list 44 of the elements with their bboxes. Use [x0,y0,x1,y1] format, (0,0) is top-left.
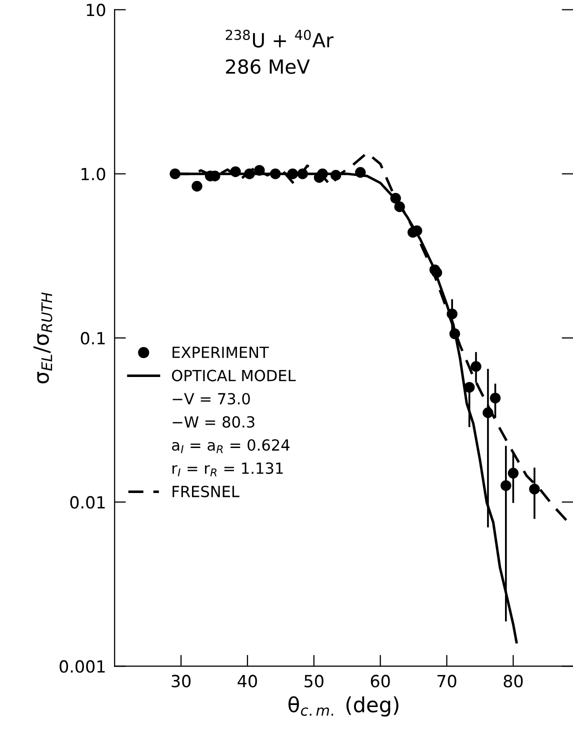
point [297,168,308,180]
x-tick-label: 80 [504,674,523,688]
legend-label: EXPERIMENT [172,346,269,358]
x-tick-label: 40 [238,674,257,688]
point [490,392,501,404]
legend-label: FRESNEL [172,486,240,498]
point [500,480,512,491]
legend-label: OPTICAL MODEL [172,370,296,382]
y-tick-label: 0.001 [60,660,105,673]
point [446,308,458,320]
y-tick-label: 0.1 [80,332,105,345]
annotation: a$_{I}$ = a$_{R}$ = 0.624 [172,439,290,454]
point [192,180,202,192]
x-tick-label: 50 [304,674,324,688]
point [270,168,281,180]
x-tick-label: 70 [438,674,456,688]
point [431,267,442,278]
point [317,168,328,180]
point [230,166,241,178]
point [394,201,405,212]
x-axis-title: θ$_{c.m.}$ (deg) [288,696,398,717]
point [170,168,180,180]
y-tick-label: 1.0 [82,168,106,180]
point [508,468,519,479]
point [244,168,255,180]
point [330,170,342,181]
point [390,192,401,204]
point [355,167,366,178]
y-axis-title: σ$_{EL}$/σ$_{RUTH}$ [33,292,52,384]
annotation: $^{238}$U + $^{40}$Ar 286 MeV [226,30,334,74]
point [449,328,460,340]
y-tick-label: 0.01 [70,496,105,509]
x-tick-label: 60 [370,674,390,688]
point [529,484,540,494]
x-tick-label: 30 [172,674,191,688]
point [464,382,475,393]
annotation: −V = 73.0 [172,392,250,405]
point [287,168,298,180]
point [254,164,265,176]
point [482,407,494,418]
annotation: −W = 80.3 [172,416,254,428]
y-tick-label: 10 [86,4,106,16]
annotation: r$_{I}$ = r$_{R}$ = 1.131 [172,462,283,476]
point [470,361,482,372]
